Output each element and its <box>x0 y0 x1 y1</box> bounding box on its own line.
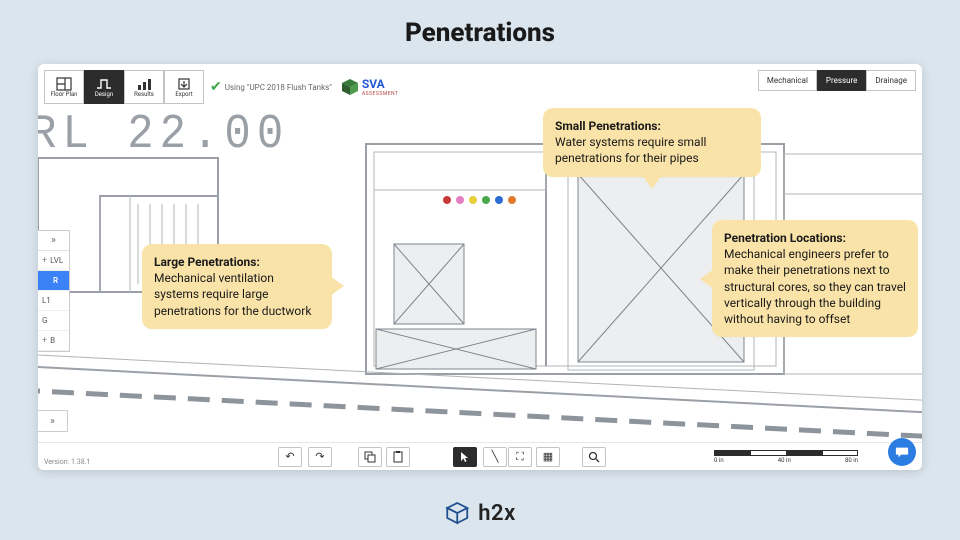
footer-brand-text: h2x <box>478 501 515 526</box>
pipe-dot <box>443 196 451 204</box>
redo-button[interactable]: ↷ <box>308 447 332 467</box>
callout-large: Large Penetrations: Mechanical ventilati… <box>142 244 332 329</box>
results-button[interactable]: Results <box>124 70 164 104</box>
tab-drainage[interactable]: Drainage <box>866 70 916 91</box>
status-text: Using "UPC 2018 Flush Tanks" <box>225 83 332 92</box>
scale-0: 0 in <box>714 457 724 464</box>
paste-button[interactable] <box>386 447 410 467</box>
version-text: Version: 1.38.1 <box>44 458 90 466</box>
layer-b[interactable]: +B <box>38 331 69 351</box>
layer-l1-label: L1 <box>42 296 51 305</box>
layer-l1[interactable]: L1 <box>38 291 69 311</box>
layer-g[interactable]: G <box>38 311 69 331</box>
copy-button[interactable] <box>358 447 382 467</box>
pipe-dot <box>495 196 503 204</box>
bottom-bar: Version: 1.38.1 ↶ ↷ ╲ ⛶ ▦ <box>38 442 922 470</box>
callout-small: Small Penetrations: Water systems requir… <box>543 108 761 177</box>
results-label: Results <box>134 92 154 98</box>
chat-button[interactable] <box>888 438 916 466</box>
bottom-left-expand-button[interactable]: » <box>38 410 68 432</box>
callout-locations-title: Penetration Locations: <box>724 231 846 245</box>
sva-under: ASSESSMENT <box>362 91 399 97</box>
chat-icon <box>895 445 909 459</box>
callout-small-title: Small Penetrations: <box>555 119 661 133</box>
layer-r[interactable]: R <box>38 271 69 291</box>
layer-lvl-label: LVL <box>50 256 63 265</box>
export-label: Export <box>175 92 192 98</box>
grid-button[interactable]: ▦ <box>536 447 560 467</box>
callout-locations-body: Mechanical engineers prefer to make thei… <box>724 247 906 326</box>
floor-plan-button[interactable]: Floor Plan <box>44 70 84 104</box>
paste-icon <box>392 451 404 463</box>
footer-logo: h2x <box>444 500 515 526</box>
cube-icon <box>340 77 360 97</box>
check-icon: ✔ <box>210 79 222 95</box>
tab-pressure[interactable]: Pressure <box>817 70 866 91</box>
layer-r-label: R <box>53 276 58 285</box>
pointer-button[interactable] <box>453 447 477 467</box>
app-frame: Floor Plan Design Results Export ✔ Using… <box>38 64 922 470</box>
undo-button[interactable]: ↶ <box>278 447 302 467</box>
results-icon <box>136 77 152 91</box>
undo-redo-group: ↶ ↷ <box>278 447 332 467</box>
layer-g-label: G <box>42 316 47 325</box>
pipe-dot <box>482 196 490 204</box>
search-icon <box>588 451 600 463</box>
tool-group: ╲ <box>453 447 507 467</box>
callout-small-body: Water systems require small penetrations… <box>555 135 706 165</box>
callout-large-body: Mechanical ventilation systems require l… <box>154 271 311 317</box>
floor-plan-label: Floor Plan <box>51 92 78 98</box>
layer-lvl[interactable]: +LVL <box>38 251 69 271</box>
pipe-dot <box>469 196 477 204</box>
tab-mechanical[interactable]: Mechanical <box>758 70 817 91</box>
fullscreen-button[interactable]: ⛶ <box>508 447 532 467</box>
right-tabs: Mechanical Pressure Drainage <box>758 70 916 91</box>
layer-strip: » +LVL R L1 G +B <box>38 230 70 352</box>
design-label: Design <box>95 92 113 98</box>
layer-collapse-button[interactable]: » <box>38 231 69 251</box>
floor-plan-icon <box>56 77 72 91</box>
scale-1: 40 in <box>778 457 791 464</box>
top-toolbar: Floor Plan Design Results Export ✔ Using… <box>44 70 399 104</box>
callout-locations: Penetration Locations: Mechanical engine… <box>712 220 918 337</box>
h2x-cube-icon <box>444 500 470 526</box>
design-button[interactable]: Design <box>84 70 124 104</box>
scale-2: 80 in <box>845 457 858 464</box>
copy-icon <box>364 451 376 463</box>
search-button[interactable] <box>582 447 606 467</box>
callout-large-title: Large Penetrations: <box>154 255 260 269</box>
export-button[interactable]: Export <box>164 70 204 104</box>
layer-b-label: B <box>50 336 55 345</box>
sva-text: SVA <box>362 77 399 91</box>
slide-title: Penetrations <box>0 0 960 58</box>
export-icon <box>176 77 192 91</box>
sva-logo: SVA ASSESSMENT <box>340 77 399 97</box>
rl-text: RL 22.00 <box>38 108 289 163</box>
pipe-dot <box>508 196 516 204</box>
line-tool-button[interactable]: ╲ <box>483 447 507 467</box>
pipe-dot <box>456 196 464 204</box>
pointer-icon <box>460 451 470 463</box>
design-icon <box>96 77 112 91</box>
scale-bar: 0 in 40 in 80 in <box>714 446 858 464</box>
